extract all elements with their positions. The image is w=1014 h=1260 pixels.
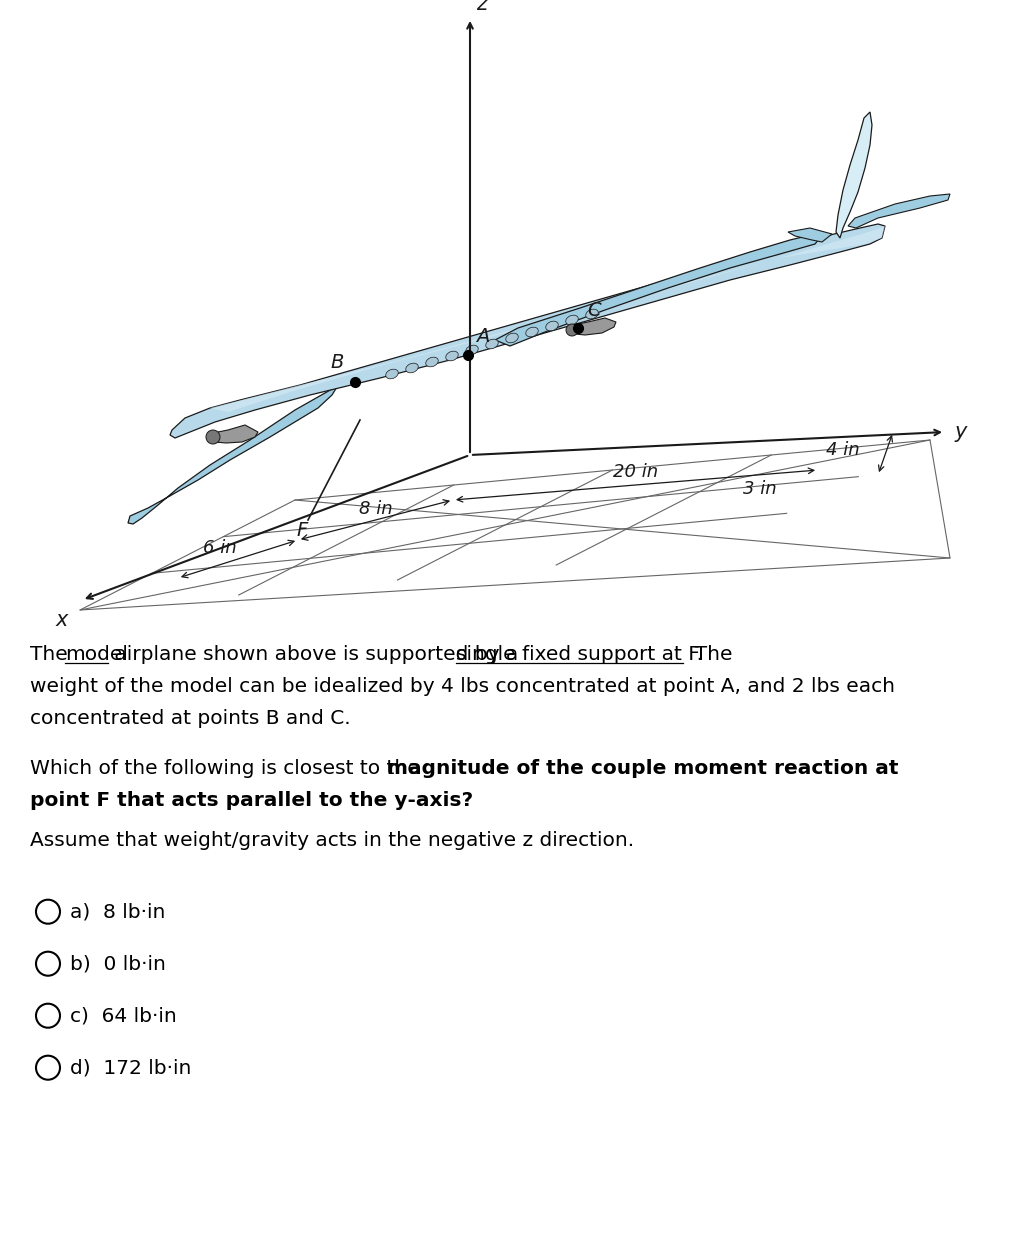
Ellipse shape (406, 363, 418, 373)
Polygon shape (836, 112, 872, 238)
Polygon shape (495, 234, 820, 346)
Ellipse shape (486, 339, 498, 349)
Text: z: z (476, 0, 487, 14)
Text: F: F (296, 520, 307, 539)
Ellipse shape (546, 321, 559, 331)
Ellipse shape (446, 352, 458, 360)
Polygon shape (788, 228, 832, 242)
Ellipse shape (426, 357, 438, 367)
Text: B: B (331, 353, 344, 372)
Text: c)  64 lb·in: c) 64 lb·in (70, 1007, 176, 1026)
Polygon shape (128, 372, 362, 524)
Text: concentrated at points B and C.: concentrated at points B and C. (30, 709, 351, 728)
Circle shape (566, 324, 578, 336)
Text: The: The (682, 645, 733, 664)
Text: 4 in: 4 in (826, 441, 860, 459)
Circle shape (206, 430, 220, 444)
Text: model: model (65, 645, 128, 664)
Ellipse shape (525, 328, 538, 336)
Polygon shape (570, 318, 615, 335)
Ellipse shape (506, 333, 518, 343)
Polygon shape (210, 226, 885, 412)
Text: b)  0 lb·in: b) 0 lb·in (70, 954, 166, 973)
Text: a)  8 lb·in: a) 8 lb·in (70, 902, 165, 921)
Ellipse shape (385, 369, 399, 379)
Text: single fixed support at F.: single fixed support at F. (456, 645, 704, 664)
Text: 20 in: 20 in (612, 462, 658, 481)
Text: 3 in: 3 in (743, 480, 777, 498)
Text: Assume that weight/gravity acts in the negative z direction.: Assume that weight/gravity acts in the n… (30, 832, 634, 850)
Ellipse shape (586, 309, 598, 319)
Text: y: y (955, 422, 967, 442)
Polygon shape (848, 194, 950, 228)
Text: weight of the model can be idealized by 4 lbs concentrated at point A, and 2 lbs: weight of the model can be idealized by … (30, 677, 895, 696)
Text: point F that acts parallel to the y-axis?: point F that acts parallel to the y-axis… (30, 791, 474, 810)
Polygon shape (170, 224, 885, 438)
Text: airplane shown above is supported by a: airplane shown above is supported by a (108, 645, 525, 664)
Ellipse shape (465, 345, 479, 355)
Text: d)  172 lb·in: d) 172 lb·in (70, 1058, 192, 1077)
Text: 6 in: 6 in (203, 539, 237, 557)
Text: The: The (30, 645, 74, 664)
Text: magnitude of the couple moment reaction at: magnitude of the couple moment reaction … (386, 759, 898, 777)
Text: Which of the following is closest to the: Which of the following is closest to the (30, 759, 426, 777)
Polygon shape (210, 425, 258, 444)
Text: 8 in: 8 in (359, 500, 392, 518)
Text: C: C (587, 301, 600, 320)
Text: A: A (476, 328, 490, 347)
Ellipse shape (566, 315, 578, 325)
Text: x: x (56, 610, 68, 630)
